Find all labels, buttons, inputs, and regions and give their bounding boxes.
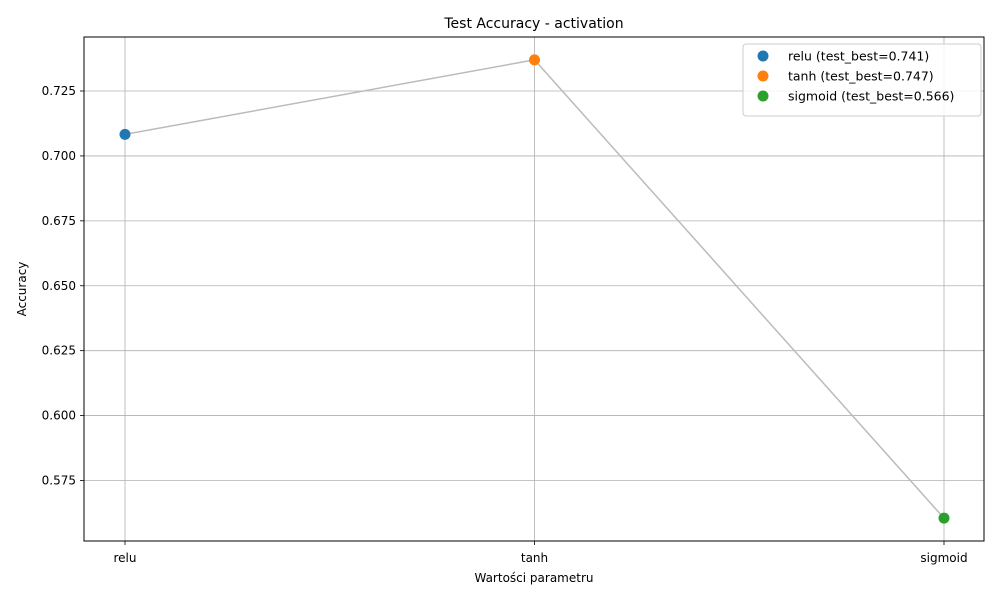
legend-marker	[757, 90, 769, 102]
legend-label: sigmoid (test_best=0.566)	[788, 89, 954, 104]
legend-marker	[757, 50, 769, 62]
plot-frame	[83, 36, 985, 542]
x-axis-label: Wartości parametru	[474, 571, 593, 585]
legend-marker	[757, 70, 769, 82]
legend-entry: relu (test_best=0.741)	[757, 49, 929, 64]
x-tick-label: tanh	[521, 551, 548, 565]
y-axis-label: Accuracy	[15, 262, 29, 317]
y-tick-label: 0.675	[42, 214, 76, 228]
y-tick-label: 0.625	[42, 344, 76, 358]
y-tick-label: 0.650	[42, 279, 76, 293]
y-tick-label: 0.600	[42, 409, 76, 423]
x-tick-label: relu	[114, 551, 137, 565]
data-point-sigmoid	[938, 512, 950, 524]
legend-entry: tanh (test_best=0.747)	[757, 69, 934, 84]
legend-label: relu (test_best=0.741)	[788, 49, 929, 64]
y-axis-ticks: 0.575 0.600 0.625 0.650 0.675 0.700 0.725	[42, 84, 84, 487]
y-tick-label: 0.725	[42, 84, 76, 98]
y-tick-label: 0.575	[42, 473, 76, 487]
y-tick-label: 0.700	[42, 149, 76, 163]
data-points	[119, 54, 950, 524]
x-tick-label: sigmoid	[920, 551, 967, 565]
legend: relu (test_best=0.741)tanh (test_best=0.…	[742, 43, 982, 117]
legend-entry: sigmoid (test_best=0.566)	[757, 89, 954, 104]
data-point-relu	[119, 128, 131, 140]
x-axis-ticks: relu tanh sigmoid	[114, 541, 968, 565]
legend-label: tanh (test_best=0.747)	[788, 69, 934, 84]
data-point-tanh	[529, 54, 540, 66]
legend-box	[742, 43, 982, 117]
chart-title: Test Accuracy - activation	[443, 16, 623, 32]
